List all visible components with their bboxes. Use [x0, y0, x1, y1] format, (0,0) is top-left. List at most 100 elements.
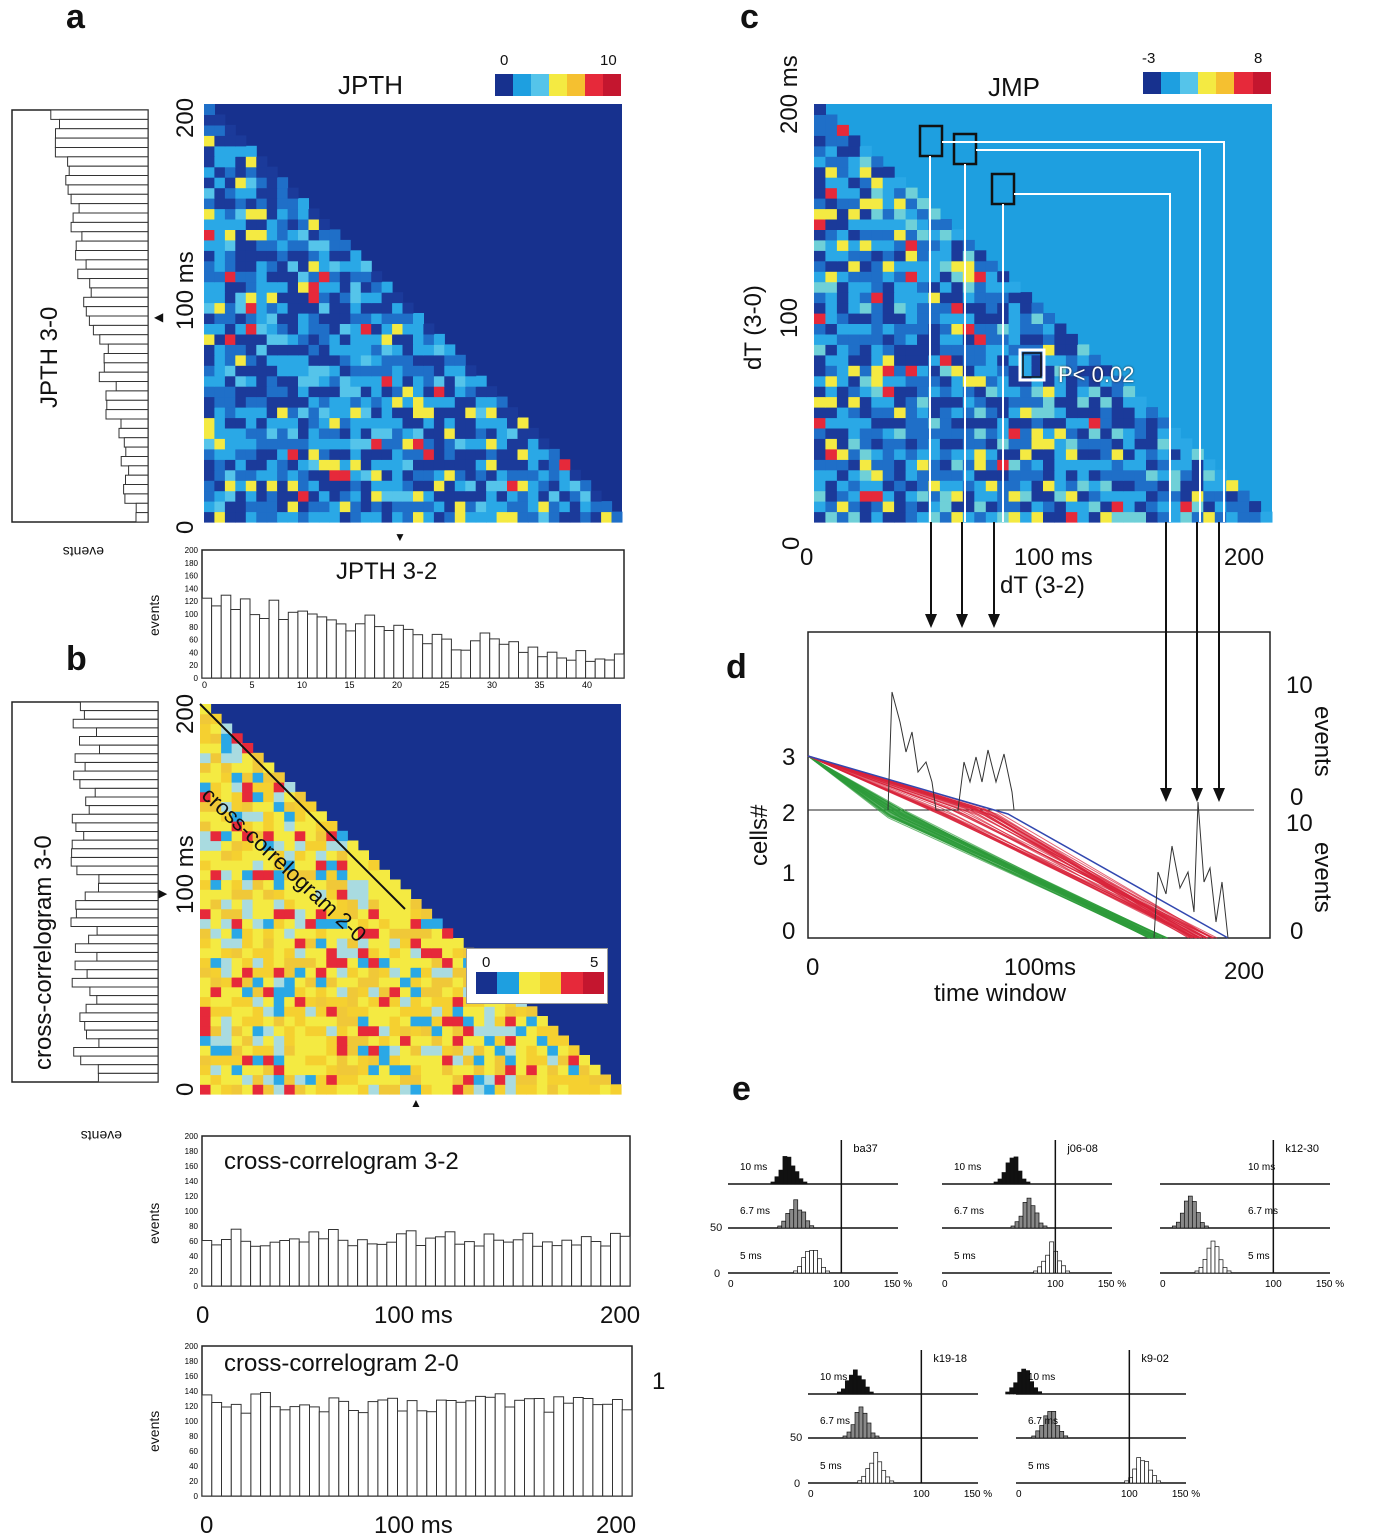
heatmap-cell: [235, 302, 247, 314]
heatmap-cell: [360, 260, 372, 272]
heatmap-cell: [814, 469, 826, 481]
heatmap-cell: [231, 947, 243, 959]
heatmap-cell: [204, 281, 215, 293]
heatmap-cell: [231, 1035, 243, 1046]
cross-2-0-bar: [494, 1393, 506, 1497]
heatmap-cell: [221, 1064, 233, 1076]
cross-3-2-bar: [619, 1235, 631, 1287]
heatmap-cell: [357, 1035, 369, 1046]
heatmap-cell: [939, 438, 952, 450]
heatmap-cell: [526, 1074, 538, 1085]
heatmap-cell: [814, 219, 826, 230]
heatmap-cell: [486, 490, 498, 502]
heatmap-cell: [1111, 438, 1124, 450]
heatmap-cell: [939, 501, 952, 513]
heatmap-cell: [871, 417, 884, 429]
heatmap-cell: [568, 1084, 580, 1095]
heatmap-cell: [235, 250, 247, 262]
heatmap-cell: [329, 313, 341, 324]
heatmap-cell: [871, 354, 884, 366]
heatmap-cell: [294, 850, 306, 861]
heatmap-cell: [882, 427, 895, 439]
heatmap-cell: [242, 860, 254, 871]
heatmap-cell: [347, 1035, 359, 1046]
heatmap-cell: [371, 469, 383, 481]
histogram-bar: [805, 1251, 810, 1274]
heatmap-cell: [882, 365, 895, 377]
heatmap-cell: [825, 302, 838, 314]
heatmap-cell: [326, 869, 338, 881]
heatmap-cell: [421, 938, 433, 949]
heatmap-cell: [894, 344, 907, 356]
heatmap-cell: [442, 1074, 454, 1085]
heatmap-cell: [326, 1074, 338, 1085]
heatmap-cell: [463, 1064, 475, 1076]
heatmap-cell: [378, 1045, 390, 1056]
heatmap-cell: [475, 386, 487, 398]
heatmap-cell: [928, 386, 941, 398]
heatmap-cell: [284, 1055, 296, 1066]
heatmap-cell: [360, 375, 372, 387]
cross-2-0-x-0: 0: [200, 1512, 214, 1539]
heatmap-cell: [442, 928, 454, 939]
heatmap-cell: [974, 438, 987, 450]
heatmap-cell: [413, 490, 424, 502]
heatmap-cell: [1249, 501, 1262, 513]
heatmap-cell: [517, 417, 529, 429]
heatmap-cell: [273, 1025, 285, 1037]
heatmap-cell: [357, 918, 369, 929]
heatmap-cell: [465, 511, 477, 523]
x-tick-label: 150 %: [884, 1279, 912, 1290]
heatmap-cell: [1088, 490, 1101, 502]
heatmap-cell: [245, 511, 257, 523]
cross-3-0-bar: [70, 917, 159, 927]
heatmap-cell: [347, 1006, 359, 1017]
heatmap-cell: [962, 333, 975, 345]
heatmap-cell: [848, 156, 861, 168]
heatmap-cell: [452, 938, 464, 949]
histogram-bar: [1057, 1260, 1063, 1274]
heatmap-cell: [1008, 344, 1021, 356]
cross-2-0-bar: [348, 1410, 359, 1497]
cross-3-2-bar: [221, 1239, 232, 1287]
heatmap-cell: [263, 811, 275, 822]
heatmap-cell: [378, 938, 390, 949]
heatmap-cell: [836, 208, 849, 220]
heatmap-cell: [962, 396, 975, 408]
heatmap-cell: [1100, 427, 1113, 439]
heatmap-cell: [235, 375, 247, 387]
heatmap-cell: [245, 166, 257, 178]
heatmap-cell: [378, 1025, 390, 1037]
heatmap-cell: [1043, 417, 1055, 429]
panel-letter-d: d: [726, 648, 747, 686]
heatmap-cell: [475, 396, 487, 408]
cross-2-0-bar: [504, 1406, 516, 1497]
cross-correlogram-heatmap: [199, 703, 622, 1095]
heatmap-cell: [273, 869, 285, 881]
heatmap-cell: [360, 354, 372, 366]
cross-3-2-bar: [318, 1238, 329, 1287]
heatmap-cell: [360, 490, 372, 502]
heatmap-cell: [882, 333, 895, 345]
heatmap-cell: [256, 198, 268, 210]
heatmap-cell: [329, 417, 341, 429]
heatmap-cell: [848, 177, 861, 189]
heatmap-cell: [402, 386, 414, 398]
x-tick-label: 0: [942, 1279, 948, 1290]
heatmap-cell: [454, 490, 466, 502]
heatmap-cell: [882, 501, 895, 513]
heatmap-cell: [315, 879, 327, 890]
heatmap-cell: [475, 407, 487, 419]
heatmap-cell: [277, 459, 289, 471]
heatmap-cell: [859, 407, 872, 419]
heatmap-cell: [200, 977, 212, 988]
cross-2-0-bar: [533, 1398, 545, 1497]
heatmap-cell: [318, 260, 330, 272]
heatmap-cell: [256, 354, 268, 366]
heatmap-cell: [256, 187, 268, 199]
arrow-head-icon: [1191, 788, 1203, 802]
histogram-bar: [874, 1435, 880, 1439]
heatmap-cell: [263, 762, 275, 773]
jmp-colorbar: [1143, 72, 1271, 94]
heatmap-cell: [538, 438, 550, 450]
